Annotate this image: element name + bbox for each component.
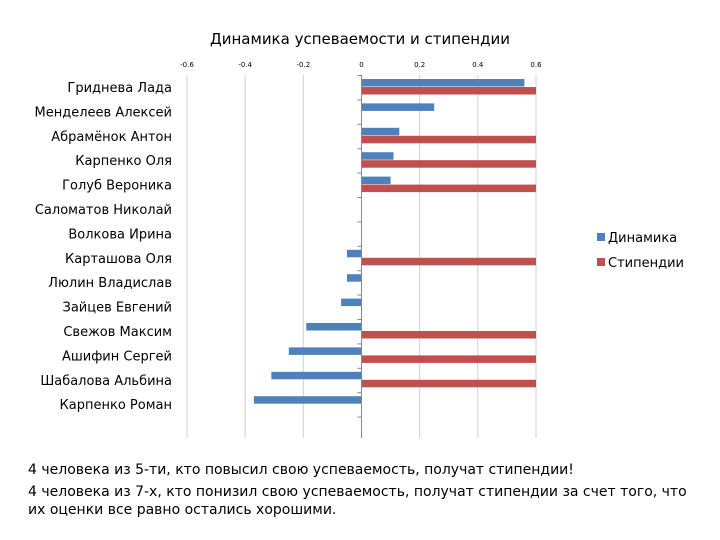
legend-label-dynamics: Динамика (608, 231, 677, 246)
category-label: Карпенко Роман (60, 398, 172, 413)
bar-scholarship (361, 87, 536, 95)
category-label: Свежов Максим (63, 325, 172, 340)
bar-dynamics (346, 274, 362, 282)
category-label: Саломатов Николай (35, 203, 172, 218)
bar-scholarship (361, 355, 536, 363)
bar-dynamics (253, 396, 362, 404)
category-label: Голуб Вероника (62, 179, 172, 194)
bar-dynamics (361, 103, 435, 111)
bar-dynamics (288, 347, 362, 355)
bar-scholarship (361, 331, 536, 339)
category-label: Волкова Ирина (68, 227, 172, 242)
bar-scholarship (361, 135, 536, 144)
category-label: Менделеев Алексей (35, 105, 172, 120)
x-tick-label: 0.6 (530, 61, 542, 69)
bar-scholarship (361, 379, 536, 388)
bar-dynamics (361, 152, 394, 160)
legend: Динамика Стипендии (597, 231, 684, 271)
category-label: Ашифин Сергей (62, 349, 172, 364)
legend-swatch-dynamics (597, 233, 605, 241)
category-label: Абрамёнок Антон (51, 130, 172, 145)
x-tick-label: -0.2 (296, 61, 310, 69)
x-tick-label: 0.4 (472, 61, 484, 69)
performance-bar-chart: Динамика успеваемости и стипендии -0.6 -0… (35, 30, 684, 438)
x-tick-label: 0 (359, 61, 363, 69)
category-label: Шабалова Альбина (40, 374, 172, 389)
x-axis-ticks: -0.6 -0.4 -0.2 0 0.2 0.4 0.6 (180, 61, 542, 69)
bar-dynamics (361, 79, 525, 87)
legend-label-scholarship: Стипендии (608, 256, 684, 271)
bar-scholarship (361, 184, 536, 193)
x-tick-label: 0.2 (414, 61, 425, 69)
category-label: Карташова Оля (65, 252, 172, 267)
category-label: Гриднева Лада (67, 81, 172, 96)
y-axis (357, 75, 362, 438)
x-tick-label: -0.6 (180, 61, 194, 69)
bar-dynamics (346, 249, 362, 258)
category-label: Зайцев Евгений (63, 301, 173, 316)
bar-dynamics (271, 371, 362, 380)
bar-scholarship (361, 257, 536, 266)
bar-dynamics (306, 323, 362, 331)
category-label: Карпенко Оля (75, 154, 172, 169)
bar-dynamics (341, 298, 362, 307)
caption-increased: 4 человека из 5-ти, кто повысил свою усп… (28, 462, 574, 478)
x-tick-label: -0.4 (238, 61, 252, 69)
bars (253, 79, 536, 404)
bar-scholarship (361, 160, 536, 168)
bar-dynamics (361, 127, 400, 136)
gridlines (186, 75, 537, 438)
chart-title: Динамика успеваемости и стипендии (210, 30, 510, 48)
category-labels: Гриднева Лада Менделеев Алексей Абрамёнок … (35, 81, 172, 413)
category-label: Люлин Владислав (48, 276, 172, 291)
legend-swatch-scholarship (597, 258, 605, 266)
caption-decreased: 4 человека из 7-х, кто понизил свою успе… (28, 484, 687, 518)
bar-dynamics (361, 176, 391, 185)
